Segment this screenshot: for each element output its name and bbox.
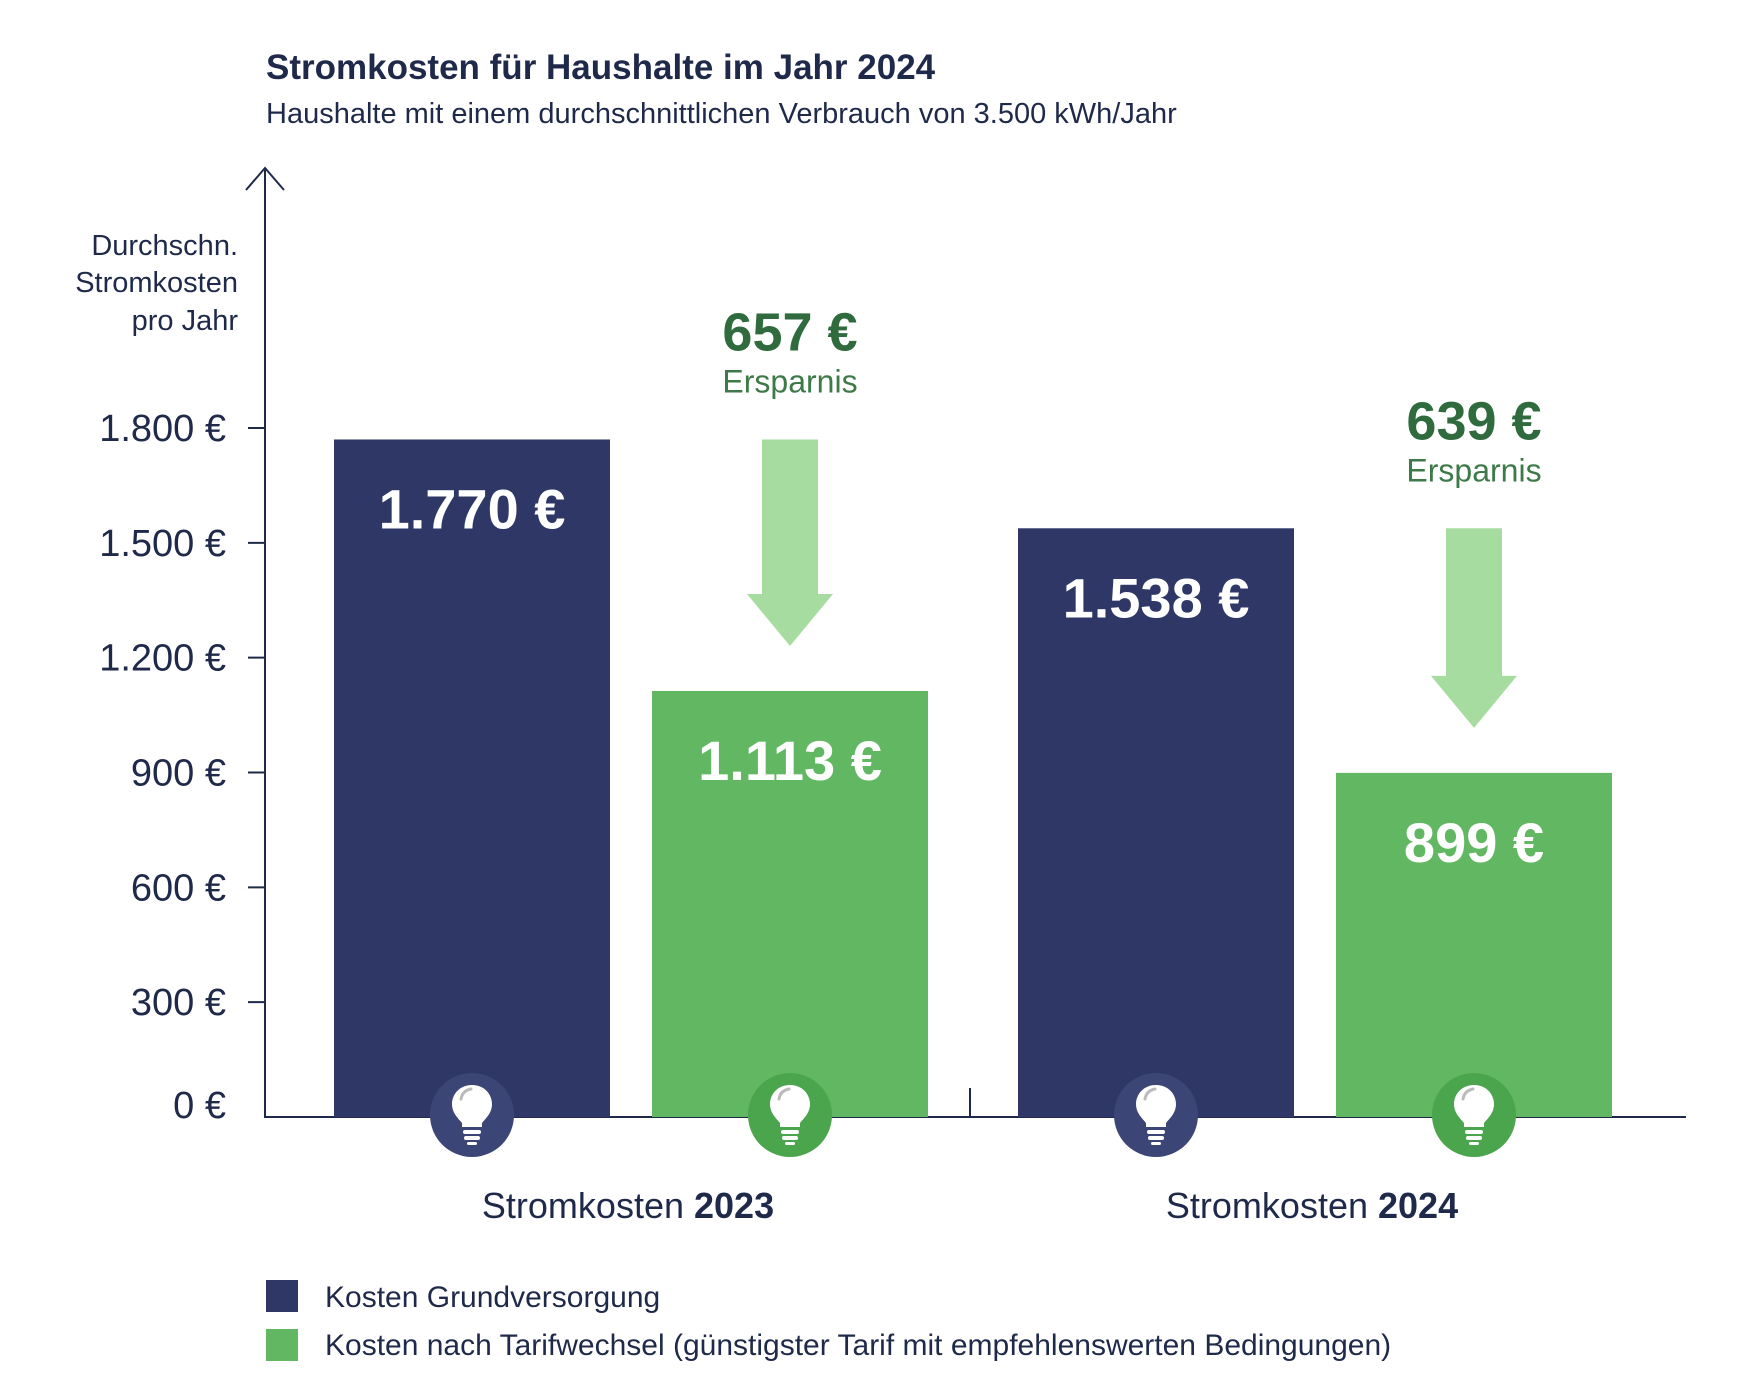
legend-label-tarifwechsel: Kosten nach Tarifwechsel (günstigster Ta…	[325, 1329, 1391, 1362]
savings-amount: 657 €	[722, 302, 857, 362]
savings-amount: 639 €	[1406, 391, 1541, 451]
chart-title: Stromkosten für Haushalte im Jahr 2024	[266, 48, 936, 87]
y-tick-label: 900 €	[131, 753, 226, 795]
savings-caption: Ersparnis	[1406, 452, 1541, 488]
bar-value-label: 1.113 €	[698, 729, 882, 792]
y-tick-label: 0 €	[173, 1085, 226, 1127]
savings-caption: Ersparnis	[722, 363, 857, 399]
bar-value-label: 1.770 €	[379, 477, 566, 540]
bar-grundversorgung-2023	[334, 439, 610, 1117]
bar-grundversorgung-2024	[1018, 528, 1294, 1117]
chart-subtitle: Haushalte mit einem durchschnittlichen V…	[266, 98, 1177, 130]
y-axis-arrowhead	[245, 166, 285, 191]
y-tick-label: 600 €	[131, 867, 226, 909]
y-tick-label: 1.200 €	[99, 638, 226, 680]
y-axis-label-line-1: Durchschn.	[91, 230, 238, 262]
category-label-2023: Stromkosten 2023	[482, 1185, 774, 1226]
y-tick-label: 1.800 €	[99, 408, 226, 450]
y-axis-label-line-2: Stromkosten	[75, 267, 238, 299]
legend-label-grundversorgung: Kosten Grundversorgung	[325, 1281, 660, 1314]
bar-tarifwechsel-2023	[652, 690, 928, 1117]
category-label-2024: Stromkosten 2024	[1166, 1185, 1458, 1226]
bar-value-label: 1.538 €	[1063, 566, 1250, 629]
legend-swatch-tarifwechsel	[266, 1329, 298, 1361]
y-tick-label: 1.500 €	[99, 523, 226, 565]
y-axis-label-line-3: pro Jahr	[132, 305, 239, 337]
bar-tarifwechsel-2024	[1336, 772, 1612, 1117]
bar-value-label: 899 €	[1404, 811, 1544, 874]
savings-arrow-down-icon	[747, 439, 833, 646]
savings-arrow-down-icon	[1431, 528, 1517, 728]
y-tick-label: 300 €	[131, 982, 226, 1024]
legend-swatch-grundversorgung	[266, 1280, 298, 1312]
